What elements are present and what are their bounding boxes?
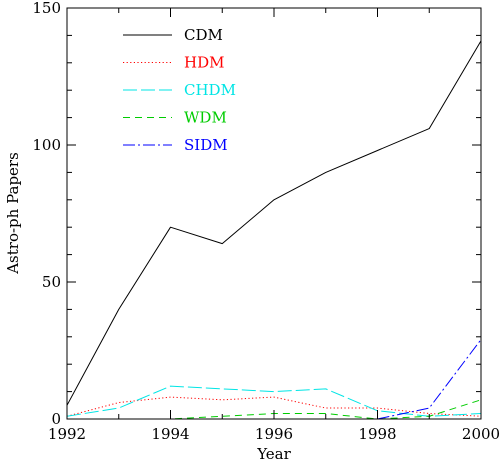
plot-frame (66, 7, 482, 420)
x-tick-label: 1996 (255, 425, 293, 443)
y-tick-label: 150 (32, 0, 61, 17)
series-line-cdm (66, 40, 482, 406)
legend-label-sidm: SIDM (184, 136, 228, 154)
legend-label-chdm: CHDM (184, 81, 236, 99)
y-axis-label: Astro-ph Papers (4, 152, 22, 275)
x-tick-label: 1998 (358, 425, 396, 443)
y-tick-label: 100 (32, 136, 61, 154)
x-tick-label: 2000 (462, 425, 500, 443)
x-axis-label: Year (256, 445, 291, 463)
y-tick-label: 50 (42, 273, 61, 291)
series-layer (66, 40, 482, 420)
y-tick-label: 0 (51, 410, 61, 428)
legend-label-hdm: HDM (184, 54, 224, 72)
legend-label-cdm: CDM (184, 26, 223, 44)
series-line-chdm (66, 385, 482, 417)
legend-label-wdm: WDM (184, 109, 227, 127)
ticks-layer (66, 7, 482, 420)
tick-labels-layer: 1992 1994 1996 1998 2000 0 50 100 150 (32, 0, 500, 443)
x-tick-label: 1994 (151, 425, 189, 443)
x-tick-label: 1992 (48, 425, 86, 443)
legend: CDM HDM CHDM WDM SIDM (123, 26, 236, 154)
series-line-sidm (377, 339, 482, 420)
series-line-hdm (66, 396, 482, 417)
